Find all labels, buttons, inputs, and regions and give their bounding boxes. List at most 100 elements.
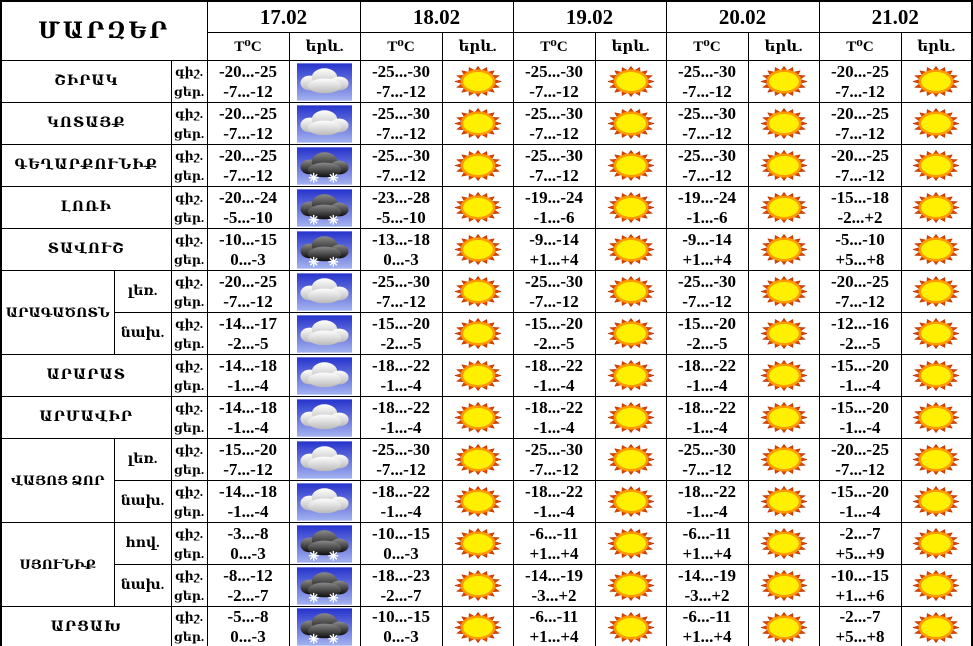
- temperature-cell: -12...-16 -2...-5: [818, 312, 902, 355]
- table-row: նախ. գիշ. ցեր. -14...-18 -1...-4 -18...-22 -1…: [1, 480, 973, 523]
- temperature-cell: -18...-22 -1...-4: [512, 354, 596, 397]
- table-row: նախ. գիշ. ցեր. -14...-17 -2...-5 -15...-20 -2…: [1, 312, 973, 355]
- region-name: ՎԱՅՈՑ ՁՈՐ: [0, 438, 115, 523]
- temperature-cell: -3...-8 0...-3: [206, 522, 290, 565]
- night-temperature: -9...-14: [529, 229, 579, 249]
- phenomena-cell: [900, 354, 973, 397]
- day-temperature: -7...-12: [682, 123, 732, 143]
- temperature-cell: -15...-20 -2...-5: [665, 312, 749, 355]
- zone-label: նախ.: [113, 480, 172, 523]
- temperature-cell: -18...-23 -2...-7: [359, 564, 443, 607]
- phenomena-cell: [288, 102, 361, 145]
- phenomena-cell: [594, 480, 667, 523]
- table-row: ԱՐՄԱՎԻՐ գիշ. ցեր. -14...-18 -1...-4 -18...-2…: [0, 396, 973, 439]
- phenomena-cell: [747, 312, 820, 355]
- night-temperature: -15...-20: [830, 481, 890, 501]
- day-temperature: -7...-12: [682, 459, 732, 479]
- day-temperature: -2...+2: [837, 207, 883, 227]
- night-label: գիշ.: [174, 526, 204, 541]
- sun-icon: [902, 314, 971, 354]
- day-temperature: 0...-3: [230, 249, 266, 269]
- phenomena-cell: [900, 396, 973, 439]
- night-temperature: -10...-15: [371, 523, 431, 543]
- night-temperature: -25...-30: [677, 145, 737, 165]
- day-label: ցեր.: [173, 126, 205, 141]
- phenomena-cell: [441, 396, 514, 439]
- sun-icon: [596, 356, 665, 396]
- phenomena-cell: [594, 186, 667, 229]
- night-day-labels: գիշ. ցեր.: [170, 312, 208, 355]
- night-temperature: -19...-24: [524, 187, 584, 207]
- temperature-cell: -15...-20 -1...-4: [818, 480, 902, 523]
- cloud-icon: [290, 62, 359, 102]
- temperature-cell: -14...-18 -1...-4: [206, 396, 290, 439]
- night-label: գիշ.: [174, 442, 204, 457]
- phenomena-column-header: երև.: [747, 32, 820, 61]
- day-temperature: -1...-4: [380, 501, 422, 521]
- night-temperature: -20...-25: [830, 271, 890, 291]
- phenomena-column-header: երև.: [900, 32, 973, 61]
- night-temperature: -15...-20: [830, 397, 890, 417]
- temperature-cell: -20...-25 -7...-12: [818, 270, 902, 313]
- night-temperature: -3...-8: [227, 523, 269, 543]
- phenomena-cell: [441, 438, 514, 481]
- temperature-cell: -18...-22 -1...-4: [359, 480, 443, 523]
- region-name: ԱՐԱՐԱՏ: [0, 354, 172, 397]
- temperature-cell: -5...-10 +5...+8: [818, 228, 902, 271]
- phenomena-cell: [900, 480, 973, 523]
- night-temperature: -14...-19: [677, 565, 737, 585]
- phenomena-cell: [747, 144, 820, 187]
- night-temperature: -14...-18: [218, 397, 278, 417]
- snow-cloud-icon: [290, 608, 359, 646]
- day-label: ցեր.: [173, 504, 205, 519]
- cloud-icon: [290, 314, 359, 354]
- temperature-cell: -9...-14 +1...+4: [665, 228, 749, 271]
- temperature-cell: -23...-28 -5...-10: [359, 186, 443, 229]
- table-row: ԱՐԱՐԱՏ գիշ. ցեր. -14...-18 -1...-4 -18...-22…: [0, 354, 973, 397]
- day-temperature: +1...+4: [682, 249, 732, 269]
- sun-icon: [749, 188, 818, 228]
- day-temperature: +1...+4: [529, 249, 579, 269]
- phenomena-cell: [594, 228, 667, 271]
- night-temperature: -5...-8: [227, 607, 269, 627]
- night-temperature: -25...-30: [371, 145, 431, 165]
- day-label: ցեր.: [173, 546, 205, 561]
- temperature-cell: -9...-14 +1...+4: [512, 228, 596, 271]
- sun-icon: [749, 566, 818, 606]
- night-label: գիշ.: [174, 610, 204, 625]
- temperature-cell: -20...-25 -7...-12: [206, 144, 290, 187]
- sun-icon: [443, 146, 512, 186]
- night-temperature: -25...-30: [677, 61, 737, 81]
- sun-icon: [596, 314, 665, 354]
- phenomena-cell: [288, 438, 361, 481]
- night-temperature: -25...-30: [524, 145, 584, 165]
- day-label: ցեր.: [173, 588, 205, 603]
- snow-cloud-icon: [290, 566, 359, 606]
- night-day-labels: գիշ. ցեր.: [170, 228, 208, 271]
- day-temperature: -3...+2: [684, 585, 730, 605]
- day-temperature: -2...-5: [686, 333, 728, 353]
- temperature-cell: -25...-30 -7...-12: [512, 60, 596, 103]
- phenomena-cell: [900, 144, 973, 187]
- day-temperature: -1...-4: [380, 375, 422, 395]
- temperature-cell: -15...-20 -7...-12: [206, 438, 290, 481]
- sun-icon: [902, 608, 971, 646]
- night-temperature: -18...-22: [677, 481, 737, 501]
- cloud-icon: [290, 356, 359, 396]
- phenomena-cell: [441, 102, 514, 145]
- night-temperature: -20...-25: [830, 61, 890, 81]
- temperature-cell: -20...-25 -7...-12: [818, 60, 902, 103]
- sun-icon: [596, 524, 665, 564]
- phenomena-cell: [747, 606, 820, 646]
- table-row: ԼՈՌԻ գիշ. ցեր. -20...-24 -5...-10 -23...-28-…: [0, 186, 973, 229]
- date-header-4: 20.02: [665, 0, 820, 33]
- phenomena-column-header: երև.: [594, 32, 667, 61]
- day-label: ցեր.: [173, 84, 205, 99]
- phenomena-cell: [900, 564, 973, 607]
- night-temperature: -6...-11: [682, 523, 732, 543]
- temperature-cell: -25...-30 -7...-12: [665, 60, 749, 103]
- cloud-icon: [290, 104, 359, 144]
- night-temperature: -15...-20: [218, 439, 278, 459]
